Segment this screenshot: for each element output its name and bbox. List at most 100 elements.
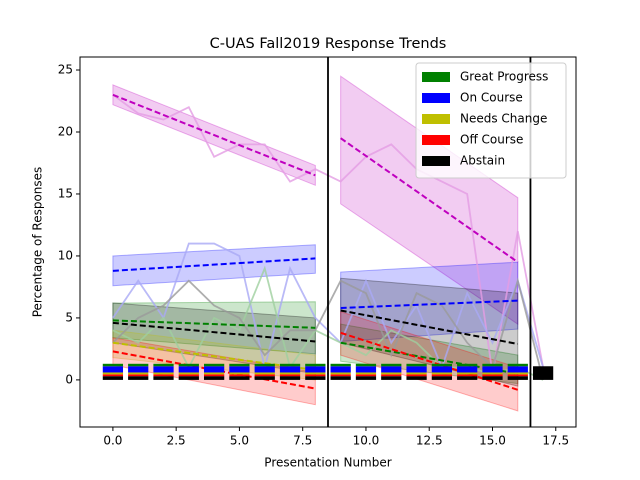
bar bbox=[406, 366, 427, 373]
bar bbox=[355, 366, 377, 373]
bar bbox=[507, 376, 528, 380]
bar bbox=[381, 366, 402, 373]
bar bbox=[431, 376, 452, 380]
bar bbox=[153, 376, 174, 380]
bar bbox=[128, 363, 149, 367]
bar bbox=[406, 376, 427, 380]
bar bbox=[532, 366, 554, 380]
x-tick-label: 12.5 bbox=[416, 434, 443, 448]
bar bbox=[431, 366, 452, 373]
bar bbox=[507, 372, 528, 375]
bar bbox=[153, 366, 174, 373]
y-tick-label: 10 bbox=[58, 248, 73, 262]
bar bbox=[330, 372, 351, 375]
bar bbox=[279, 374, 301, 377]
bar bbox=[204, 363, 225, 367]
legend-swatch bbox=[422, 93, 450, 103]
trend-line bbox=[112, 93, 316, 177]
bar bbox=[431, 374, 452, 377]
legend: Great Progress On Course Needs Change Off C… bbox=[415, 62, 567, 179]
bar bbox=[229, 374, 250, 377]
bar bbox=[457, 374, 478, 377]
bar bbox=[254, 372, 275, 375]
bar bbox=[457, 363, 478, 367]
bar bbox=[153, 374, 174, 377]
bar bbox=[254, 374, 275, 377]
bar bbox=[204, 374, 225, 377]
x-tick-label: 15.0 bbox=[479, 434, 506, 448]
bar bbox=[431, 363, 452, 367]
bar bbox=[102, 372, 124, 375]
legend-label: On Course bbox=[460, 91, 523, 105]
bar bbox=[279, 372, 301, 375]
bar bbox=[457, 366, 478, 373]
bar bbox=[102, 363, 124, 367]
legend-swatch bbox=[422, 114, 450, 124]
bar bbox=[178, 363, 199, 367]
bar bbox=[330, 363, 351, 367]
bar bbox=[406, 372, 427, 375]
plot-area bbox=[102, 57, 554, 427]
trend-line bbox=[112, 341, 316, 371]
bar bbox=[305, 374, 326, 377]
x-axis-label: Presentation Number bbox=[264, 456, 391, 470]
bar bbox=[128, 376, 149, 380]
bar bbox=[102, 374, 124, 377]
bar bbox=[128, 374, 149, 377]
bar bbox=[204, 372, 225, 375]
y-tick-label: 5 bbox=[65, 310, 73, 324]
bar bbox=[178, 374, 199, 377]
bar bbox=[305, 366, 326, 373]
bar bbox=[482, 376, 503, 380]
bar bbox=[381, 372, 402, 375]
bar bbox=[229, 366, 250, 373]
bar bbox=[254, 366, 275, 373]
bar bbox=[406, 374, 427, 377]
bar bbox=[178, 372, 199, 375]
bar bbox=[330, 366, 351, 373]
trend-line bbox=[340, 137, 519, 263]
trend-line bbox=[112, 321, 316, 343]
bar bbox=[381, 374, 402, 377]
x-tick-label: 0.0 bbox=[103, 434, 122, 448]
bar bbox=[507, 363, 528, 367]
bar bbox=[355, 363, 377, 367]
bar bbox=[204, 376, 225, 380]
bar bbox=[153, 372, 174, 375]
legend-label: Abstain bbox=[460, 154, 505, 168]
bar bbox=[254, 363, 275, 367]
x-tick-label: 5.0 bbox=[230, 434, 249, 448]
bar bbox=[482, 374, 503, 377]
bar bbox=[153, 363, 174, 367]
bar bbox=[102, 366, 124, 373]
bar bbox=[279, 363, 301, 367]
bar bbox=[102, 376, 124, 380]
bar bbox=[457, 372, 478, 375]
bar bbox=[482, 366, 503, 373]
bar bbox=[305, 376, 326, 380]
bar bbox=[229, 376, 250, 380]
bar bbox=[482, 372, 503, 375]
bar bbox=[431, 372, 452, 375]
x-tick-label: 7.5 bbox=[293, 434, 312, 448]
bar bbox=[507, 374, 528, 377]
bar bbox=[330, 376, 351, 380]
bar bbox=[355, 372, 377, 375]
bar bbox=[305, 372, 326, 375]
x-tick-label: 17.5 bbox=[542, 434, 569, 448]
bar bbox=[381, 363, 402, 367]
legend-swatch bbox=[422, 135, 450, 145]
bar bbox=[457, 376, 478, 380]
trend-line bbox=[340, 309, 518, 345]
bar bbox=[330, 374, 351, 377]
bar bbox=[482, 363, 503, 367]
bar bbox=[355, 374, 377, 377]
confidence-band bbox=[112, 301, 316, 355]
bar bbox=[305, 363, 326, 367]
y-tick-label: 0 bbox=[65, 372, 73, 386]
bar bbox=[128, 372, 149, 375]
bar bbox=[381, 376, 402, 380]
bar bbox=[355, 376, 377, 380]
axes-frame bbox=[79, 56, 577, 428]
